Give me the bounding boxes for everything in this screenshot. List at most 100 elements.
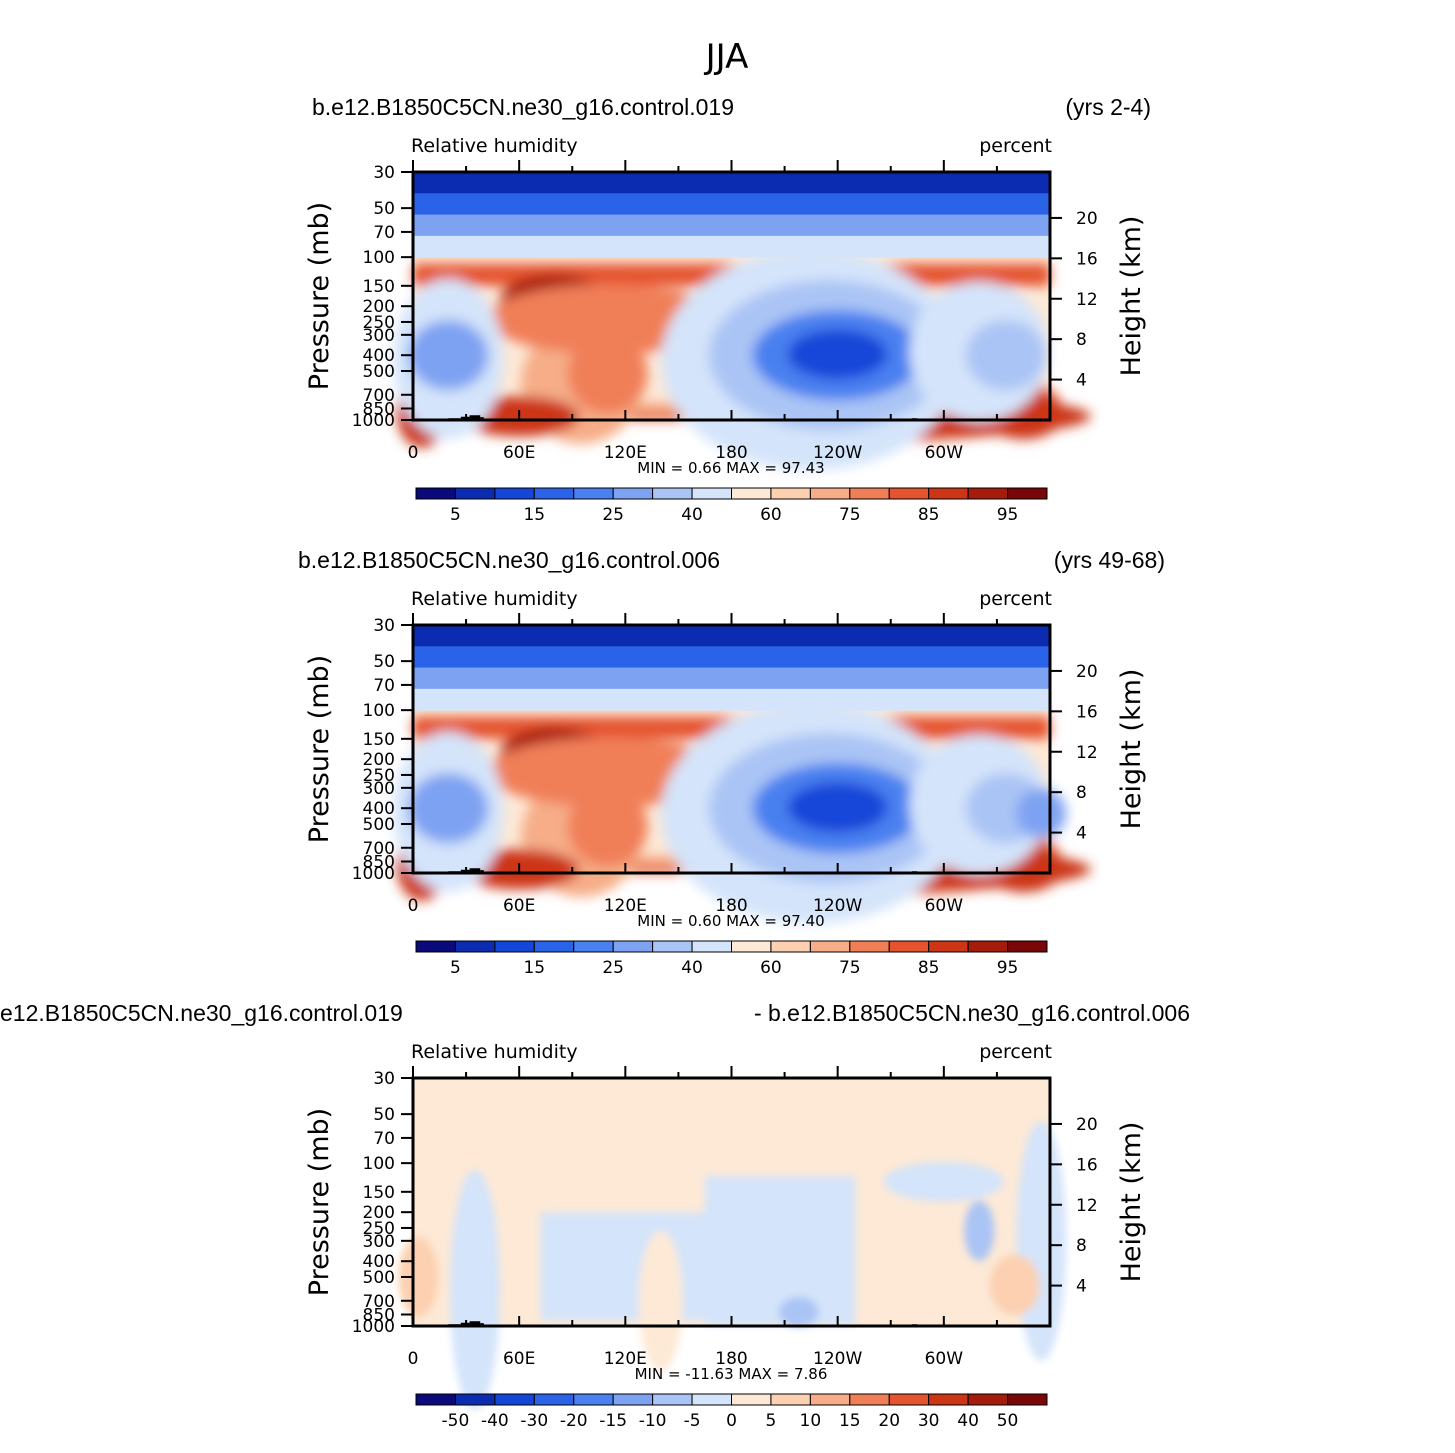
colorbar-swatch (731, 940, 772, 953)
colorbar-swatch (770, 940, 811, 953)
min-max-stats: MIN = 0.66 MAX = 97.43 (637, 459, 824, 477)
x-tick-label: 0 (408, 896, 419, 916)
y-tick-label: 850 (363, 853, 395, 873)
figure-title: JJA (704, 37, 749, 77)
units-label: percent (979, 1041, 1052, 1063)
min-max-stats: MIN = 0.60 MAX = 97.40 (637, 912, 824, 930)
colorbar-label: 15 (523, 958, 545, 978)
y-right-tick-label: 8 (1076, 330, 1087, 350)
strat-layer (413, 667, 1050, 690)
y-right-tick-label: 20 (1076, 209, 1098, 229)
field-blobs (393, 703, 1091, 924)
colorbar: 5 15 25 40 60 75 85 95 (415, 940, 1048, 978)
y-right-tick-label: 4 (1076, 371, 1087, 391)
axes: 0 60E 120E 180 120W 60W3050701001502002503004… (304, 1041, 1147, 1383)
pos-maritime (638, 1230, 683, 1371)
strat-layer (413, 646, 1050, 669)
colorbar-swatch (888, 1393, 930, 1406)
colorbar-label: 75 (839, 505, 861, 525)
y-tick-label: 150 (363, 1183, 395, 1203)
case-name-right: - b.e12.B1850C5CN.ne30_g16.control.006 (754, 1000, 1190, 1026)
colorbar-label: 85 (918, 958, 940, 978)
colorbar-swatch (494, 940, 535, 953)
y-right-tick-label: 16 (1076, 249, 1098, 269)
y-tick-label: 850 (363, 1306, 395, 1326)
colorbar-swatch (533, 487, 575, 500)
colorbar-label: 85 (918, 505, 940, 525)
x-tick-label: 120W (813, 443, 862, 463)
colorbar-label: -15 (599, 1411, 627, 1431)
x-tick-label: 60W (925, 896, 964, 916)
colorbar-swatch (652, 487, 693, 500)
strat-layer (413, 214, 1050, 237)
colorbar-swatch (928, 1393, 969, 1406)
neg-core-atl (964, 1200, 995, 1261)
y-tick-label: 70 (373, 1129, 395, 1149)
x-tick-label: 180 (715, 896, 747, 916)
moist-maritime (567, 786, 648, 867)
units-label: percent (979, 135, 1052, 157)
case-name-right: (yrs 2-4) (1065, 94, 1151, 120)
dry-africa (408, 320, 489, 391)
min-max-stats: MIN = -11.63 MAX = 7.86 (635, 1365, 828, 1383)
axes: 0 60E 120E 180 120W 60W3050701001502002503004… (304, 588, 1147, 930)
y-tick-label: 250 (363, 313, 395, 333)
y-right-tick-label: 12 (1076, 743, 1098, 763)
y-right-tick-label: 12 (1076, 290, 1098, 310)
pos-west (398, 1236, 439, 1317)
y-tick-label: 100 (363, 248, 395, 268)
x-tick-label: 180 (715, 1349, 747, 1369)
y-tick-label: 50 (373, 1105, 395, 1125)
colorbar-label: 5 (450, 958, 461, 978)
neg-core-pac (778, 1296, 819, 1327)
colorbar-label: 30 (918, 1411, 940, 1431)
x-tick-label: 120E (604, 443, 647, 463)
case-name-left: b.e12.B1850C5CN.ne30_g16.control.006 (298, 547, 720, 573)
colorbar-swatch (612, 940, 654, 953)
y-tick-label: 400 (363, 346, 395, 366)
colorbar-swatch (849, 1393, 890, 1406)
colorbar: -50 -40 -30 -20 -15 -10 -5 0 5 10 15 20 30 40 50 (415, 1393, 1048, 1431)
y-tick-label: 1000 (352, 864, 395, 884)
y-right-tick-label: 20 (1076, 1115, 1098, 1135)
y-tick-label: 200 (363, 297, 395, 317)
y-tick-label: 150 (363, 277, 395, 297)
colorbar-label: 25 (602, 958, 624, 978)
y-tick-label: 1000 (352, 1317, 395, 1337)
colorbar-swatch (888, 940, 930, 953)
y-tick-label: 200 (363, 750, 395, 770)
colorbar-label: 60 (760, 958, 782, 978)
stratosphere-layers (413, 172, 1050, 258)
strat-layer (413, 193, 1050, 216)
contour-field (393, 625, 1091, 924)
strat-layer (413, 688, 1050, 711)
colorbar-label: 0 (726, 1411, 737, 1431)
y-tick-label: 400 (363, 1252, 395, 1272)
x-tick-label: 120E (604, 896, 647, 916)
contour-field (393, 172, 1091, 471)
y-right-axis-label: Height (km) (1116, 216, 1147, 377)
y-tick-label: 50 (373, 199, 395, 219)
x-tick-label: 60W (925, 443, 964, 463)
y-tick-label: 30 (373, 616, 395, 636)
colorbar-label: 10 (800, 1411, 822, 1431)
terrain-block (469, 1321, 481, 1326)
variable-label: Relative humidity (411, 588, 578, 610)
colorbar-label: 5 (766, 1411, 777, 1431)
colorbar: 5 15 25 40 60 75 85 95 (415, 487, 1048, 525)
stratosphere-layers (413, 625, 1050, 711)
neg-upper (883, 1161, 1004, 1202)
colorbar-swatch (809, 940, 851, 953)
colorbar-label: 50 (997, 1411, 1019, 1431)
colorbar-label: 20 (878, 1411, 900, 1431)
colorbar-swatch (691, 487, 732, 500)
variable-label: Relative humidity (411, 1041, 578, 1063)
colorbar-swatch (967, 940, 1009, 953)
colorbar-swatch (612, 1393, 654, 1406)
y-tick-label: 500 (363, 362, 395, 382)
y-tick-label: 30 (373, 163, 395, 183)
panel-3: e12.B1850C5CN.ne30_g16.control.019 - b.e1… (0, 1000, 1190, 1431)
y-axis-label: Pressure (mb) (304, 202, 335, 390)
colorbar-swatch (612, 487, 654, 500)
x-tick-label: 0 (408, 1349, 419, 1369)
